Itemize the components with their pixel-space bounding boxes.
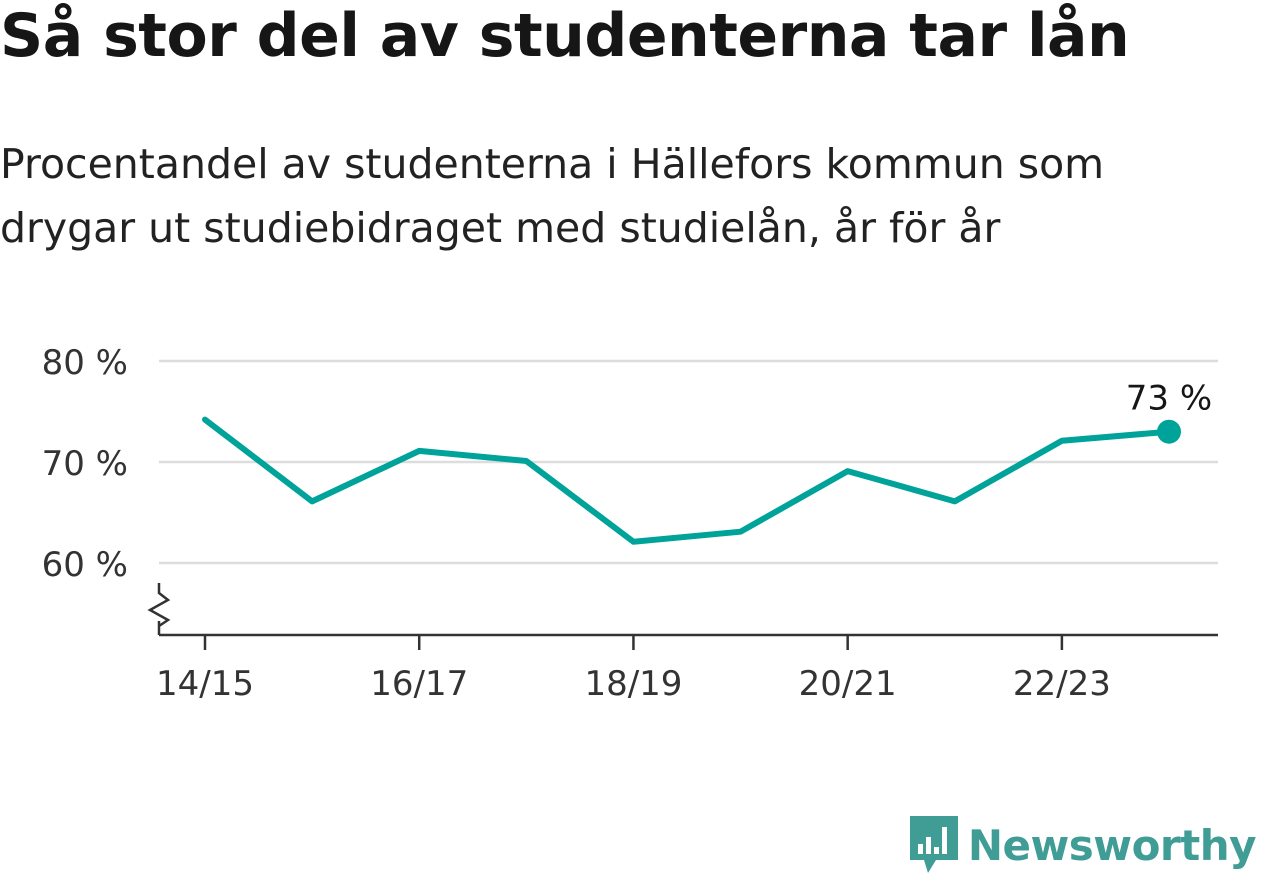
newsworthy-logo-icon xyxy=(909,816,958,873)
x-tick-label: 16/17 xyxy=(370,664,468,704)
x-tick-label: 18/19 xyxy=(584,664,682,704)
chart-title: Så stor del av studenterna tar lån xyxy=(0,1,1130,71)
series-line xyxy=(202,416,1172,545)
y-tick-label: 70 % xyxy=(42,444,128,484)
y-tick-label: 80 % xyxy=(42,343,128,383)
x-tick-label: 22/23 xyxy=(1013,664,1111,704)
y-axis-tick-labels: 60 % 70 % 80 % xyxy=(42,343,128,585)
x-tick-label: 14/15 xyxy=(156,664,254,704)
brand-name: Newsworthy xyxy=(967,820,1257,870)
x-axis-ticks: 14/15 16/17 18/19 20/21 22/23 xyxy=(156,635,1111,704)
x-axis xyxy=(147,583,1218,637)
gridlines xyxy=(159,359,1218,565)
newsworthy-brand: Newsworthy xyxy=(909,816,1257,874)
chart-subtitle: Procentandel av studenterna i Hällefors … xyxy=(0,140,1105,252)
y-axis-break-icon xyxy=(147,583,171,628)
y-tick-label: 60 % xyxy=(42,545,128,585)
last-point-label: 73 % xyxy=(1126,379,1212,419)
last-point-marker xyxy=(1157,419,1181,444)
x-tick-label: 20/21 xyxy=(799,664,897,704)
series-layer: 73 % xyxy=(202,379,1212,545)
